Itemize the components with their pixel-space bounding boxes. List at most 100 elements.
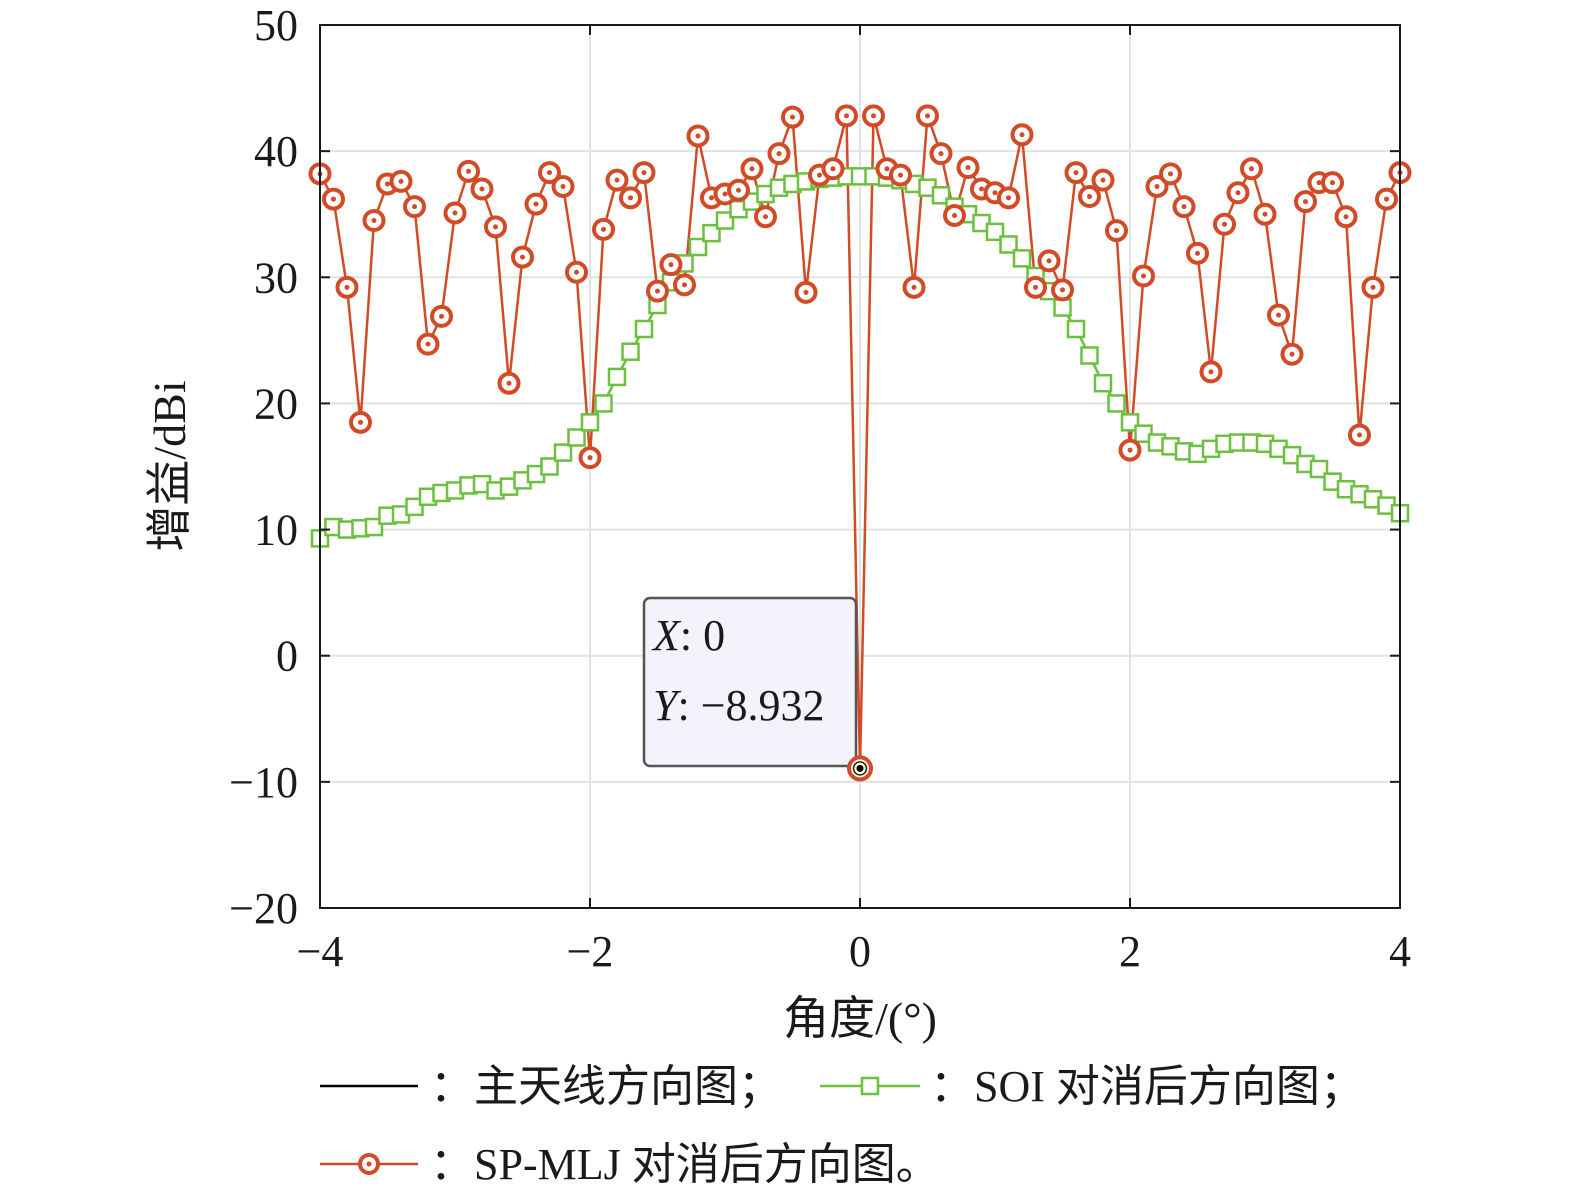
data-point-center-sp-mlj <box>952 212 957 218</box>
data-point-soi <box>1107 394 1126 413</box>
datatip-marker <box>847 755 873 782</box>
data-point-center-sp-mlj <box>479 186 485 192</box>
data-point-center-sp-mlj <box>938 151 944 157</box>
data-point-center-sp-mlj <box>1195 250 1200 256</box>
data-point-center-sp-mlj <box>614 177 620 183</box>
data-point-center-sp-mlj <box>965 165 971 171</box>
data-point-center-sp-mlj <box>871 113 876 119</box>
data-point-center-sp-mlj <box>506 380 512 386</box>
data-point-center-sp-mlj <box>1087 194 1092 200</box>
data-point-center-sp-mlj <box>1114 228 1119 234</box>
y-tick-label: 20 <box>254 379 298 428</box>
data-point-center-sp-mlj <box>344 284 350 290</box>
y-tick-label: 10 <box>254 506 298 555</box>
datatip-x-value: 0 <box>703 611 725 660</box>
data-point-center-sp-mlj <box>1384 196 1389 202</box>
data-point-center-sp-mlj <box>1330 180 1335 186</box>
data-point-center-sp-mlj <box>1006 195 1011 201</box>
data-point-center-sp-mlj <box>1046 258 1052 264</box>
data-point-center-sp-mlj <box>736 187 741 193</box>
series-markers <box>308 104 1412 780</box>
x-tick-label: 4 <box>1389 927 1411 976</box>
x-tick-label: 2 <box>1119 927 1141 976</box>
data-point-center-sp-mlj <box>520 254 525 260</box>
data-point-center-sp-mlj <box>709 195 714 201</box>
legend-label-main-antenna: ：主天线方向图； <box>430 1062 782 1111</box>
data-point-center-sp-mlj <box>641 170 647 176</box>
data-point-center-sp-mlj <box>1141 273 1146 279</box>
data-point-center-sp-mlj <box>533 201 539 207</box>
data-point-soi <box>621 342 640 361</box>
y-tick-label: −20 <box>229 884 298 933</box>
legend-entry-soi: ：SOI 对消后方向图； <box>820 1062 1364 1111</box>
y-tick-label: −10 <box>229 758 298 807</box>
data-point-center-sp-mlj <box>1019 132 1025 138</box>
legend-label-sp-mlj: ：SP-MLJ 对消后方向图。 <box>430 1140 940 1189</box>
data-point-center-sp-mlj <box>776 151 782 157</box>
data-point-soi <box>1080 346 1099 365</box>
data-point-center-sp-mlj <box>1033 284 1038 290</box>
datatip-marker-dot <box>856 764 864 772</box>
data-point-center-sp-mlj <box>763 214 768 220</box>
data-point-center-sp-mlj <box>749 166 755 172</box>
data-point-soi <box>607 367 627 387</box>
data-point-center-sp-mlj <box>1073 170 1079 176</box>
data-point-center-sp-mlj <box>992 190 998 196</box>
data-point-soi <box>931 186 951 205</box>
data-point-center-sp-mlj <box>1276 312 1281 318</box>
data-point-center-sp-mlj <box>1154 183 1160 189</box>
data-point-center-sp-mlj <box>628 195 633 201</box>
y-tick-label: 50 <box>254 1 298 50</box>
data-point-center-sp-mlj <box>803 289 809 295</box>
data-point-soi <box>594 394 613 413</box>
data-point-center-sp-mlj <box>466 168 471 174</box>
data-point-center-sp-mlj <box>1370 284 1376 290</box>
data-point-center-sp-mlj <box>682 282 687 288</box>
data-point-center-sp-mlj <box>601 226 606 232</box>
data-point-center-sp-mlj <box>898 172 903 178</box>
data-point-center-sp-mlj <box>385 181 390 187</box>
y-tick-label: 0 <box>276 632 298 681</box>
data-point-soi <box>999 235 1018 254</box>
data-point-center-sp-mlj <box>925 113 930 119</box>
legend-entry-sp-mlj: ：SP-MLJ 对消后方向图。 <box>320 1140 940 1189</box>
data-point-center-sp-mlj <box>979 186 984 192</box>
data-point-center-sp-mlj <box>398 178 404 184</box>
datatip[interactable]: X: 0 Y: −8.932 <box>642 596 873 782</box>
data-point-soi <box>688 237 708 257</box>
data-point-center-sp-mlj <box>1127 447 1133 453</box>
datatip-y-value: −8.932 <box>701 681 825 730</box>
data-point-soi <box>1066 319 1086 339</box>
data-point-center-sp-mlj <box>695 133 701 139</box>
data-point-center-sp-mlj <box>1100 177 1106 183</box>
datatip-y-label: Y <box>653 681 682 730</box>
data-point-center-sp-mlj <box>1303 199 1308 205</box>
data-point-center-sp-mlj <box>493 224 498 230</box>
data-point-center-sp-mlj <box>331 196 336 202</box>
data-point-center-sp-mlj <box>547 170 552 176</box>
data-point-soi <box>1120 413 1140 432</box>
legend-swatch-soi-marker <box>860 1076 880 1096</box>
y-tick-label: 40 <box>254 127 298 176</box>
data-point-soi <box>405 497 424 517</box>
data-point-center-sp-mlj <box>425 341 431 347</box>
data-point-soi <box>580 413 600 432</box>
data-point-center-sp-mlj <box>1289 351 1295 357</box>
data-point-center-sp-mlj <box>1168 171 1173 177</box>
datatip-y-row: Y: −8.932 <box>653 681 825 730</box>
datatip-x-row: X: 0 <box>651 611 725 660</box>
data-point-soi <box>567 428 586 447</box>
data-point-soi <box>985 222 1005 242</box>
data-point-soi <box>1093 373 1113 393</box>
data-point-center-sp-mlj <box>452 210 458 216</box>
data-point-center-sp-mlj <box>1222 221 1227 227</box>
data-point-center-sp-mlj <box>817 172 822 178</box>
data-point-center-sp-mlj <box>1249 166 1254 172</box>
data-point-center-sp-mlj <box>358 419 363 425</box>
data-point-center-sp-mlj <box>790 114 795 120</box>
data-point-center-sp-mlj <box>1181 204 1187 210</box>
y-axis-title: 增益/dBi <box>144 380 195 551</box>
data-point-center-sp-mlj <box>1357 432 1362 438</box>
